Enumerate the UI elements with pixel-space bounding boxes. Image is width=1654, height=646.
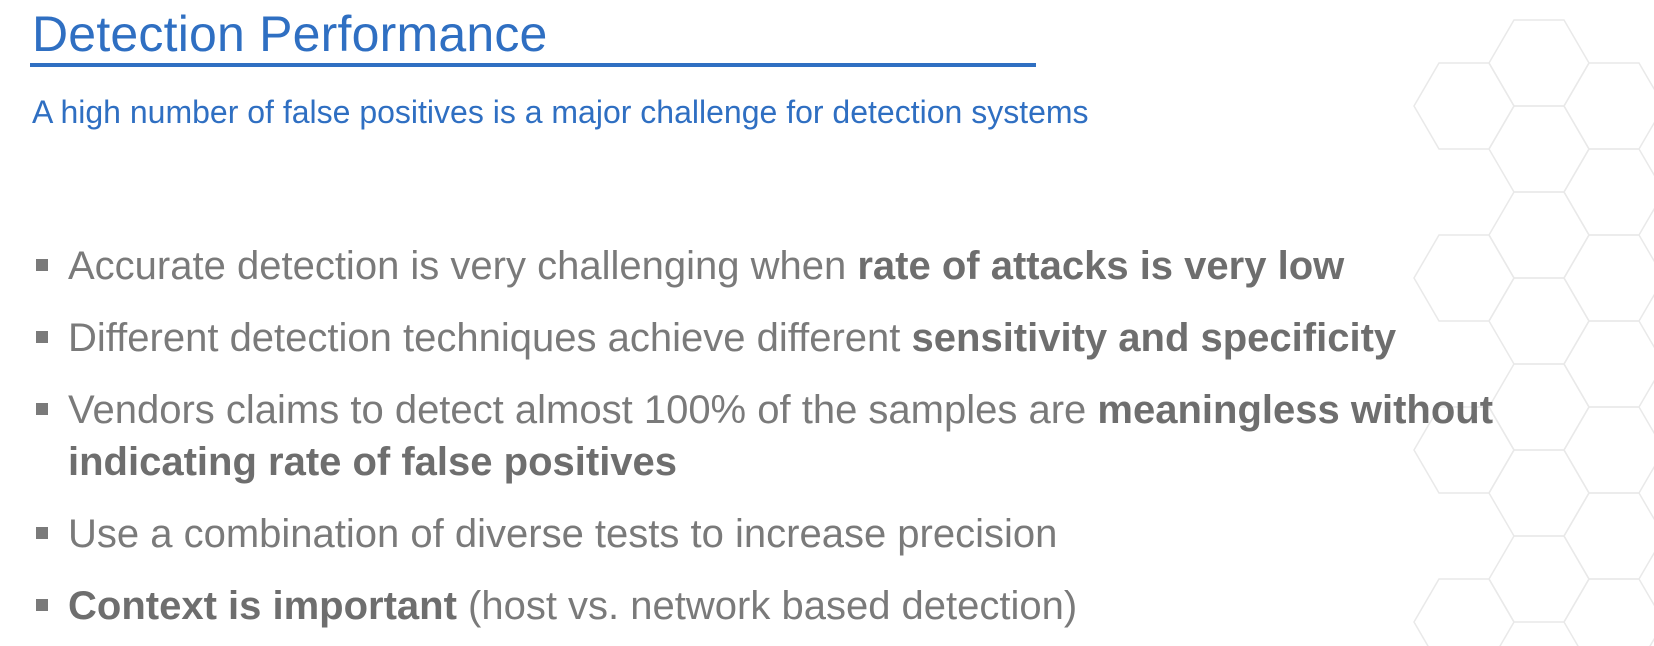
bullet-item: Accurate detection is very challenging w… (32, 240, 1632, 292)
bullet-list: Accurate detection is very challenging w… (32, 240, 1632, 646)
bullet-text: Vendors claims to detect almost 100% of … (68, 388, 1098, 432)
square-bullet-icon (36, 403, 48, 415)
bullet-item: Use a combination of diverse tests to in… (32, 508, 1632, 560)
bullet-item: Different detection techniques achieve d… (32, 312, 1632, 364)
square-bullet-icon (36, 527, 48, 539)
bullet-text: Use a combination of diverse tests to in… (68, 512, 1058, 556)
title-underline (30, 63, 1036, 67)
square-bullet-icon (36, 599, 48, 611)
bullet-text: Different detection techniques achieve d… (68, 316, 912, 360)
square-bullet-icon (36, 331, 48, 343)
bullet-emphasis: Context is important (68, 584, 457, 628)
bullet-text: (host vs. network based detection) (456, 584, 1078, 628)
slide-subtitle: A high number of false positives is a ma… (32, 94, 1089, 130)
bullet-emphasis: rate of attacks is very low (857, 244, 1345, 288)
square-bullet-icon (36, 259, 48, 271)
slide-title: Detection Performance (32, 6, 548, 62)
bullet-item: Vendors claims to detect almost 100% of … (32, 384, 1632, 488)
bullet-text: Accurate detection is very challenging w… (68, 244, 858, 288)
bullet-emphasis: sensitivity and specificity (911, 316, 1397, 360)
bullet-emphasis: meaningless without indicating rate of f… (68, 388, 1494, 484)
bullet-item: Context is important (host vs. network b… (32, 580, 1632, 632)
hexagon-pattern-background (1413, 19, 1654, 646)
